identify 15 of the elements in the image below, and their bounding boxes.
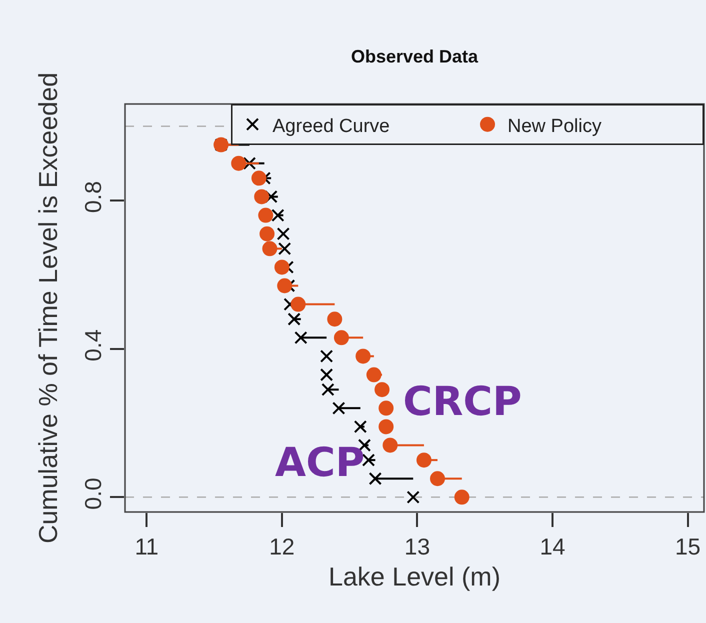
y-tick-label: 0.8 [80,181,106,213]
y-axis-title: Cumulative % of Time Level is Exceeded [33,72,64,544]
annotation: CRCP [403,379,522,425]
x-tick-label: 11 [134,534,159,560]
legend-label: New Policy [508,116,602,137]
x-tick-label: 14 [540,534,566,560]
annotation: ACP [275,440,365,486]
legend-label: Agreed Curve [272,116,390,137]
y-tick-label: 0.0 [80,478,106,510]
chart-title: Observed Data [350,46,480,66]
y-tick-label: 0.4 [80,329,106,362]
x-tick-label: 12 [269,534,295,560]
x-tick-label: 13 [404,534,430,560]
x-axis-title: Lake Level (m) [328,561,500,592]
x-tick-label: 15 [674,534,701,560]
